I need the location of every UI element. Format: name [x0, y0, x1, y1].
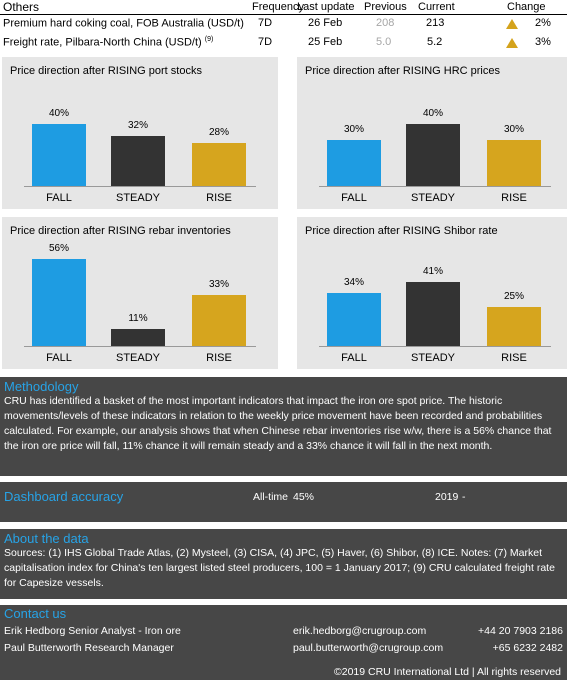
chart-panel: Price direction after RISING HRC prices 3…: [297, 57, 567, 209]
alltime-value: 45%: [293, 491, 315, 503]
chart-baseline: [24, 186, 256, 187]
contact-name: Paul Butterworth Research Manager: [4, 642, 174, 654]
indicator-previous: 208: [376, 17, 395, 29]
category-label: FALL: [46, 192, 72, 204]
contact-email-link[interactable]: paul.butterworth@crugroup.com: [293, 642, 444, 654]
category-label: RISE: [501, 352, 527, 364]
indicator-frequency: 7D: [258, 17, 273, 29]
methodology-title: Methodology: [4, 379, 79, 394]
data-label: 40%: [48, 108, 69, 119]
others-header: Others Frequency Last update Previous Cu…: [0, 0, 567, 15]
category-label: STEADY: [410, 192, 455, 204]
bar-rise: [192, 142, 246, 186]
bar-fall: [32, 259, 86, 346]
about-section: About the data Sources: (1) IHS Global T…: [0, 529, 567, 599]
bar-steady: [111, 328, 165, 346]
bar-steady: [111, 136, 165, 186]
contact-name: Erik Hedborg Senior Analyst - Iron ore: [4, 625, 181, 637]
contact-title: Contact us: [4, 606, 67, 621]
alltime-label: All-time: [253, 491, 289, 503]
col-frequency: Frequency: [252, 1, 304, 13]
data-label: 40%: [422, 108, 443, 119]
bar-fall: [327, 293, 381, 346]
accuracy-title: Dashboard accuracy: [4, 489, 124, 504]
category-label: FALL: [46, 352, 72, 364]
category-label: STEADY: [410, 352, 455, 364]
bar-steady: [406, 282, 460, 346]
copyright: ©2019 CRU International Ltd | All rights…: [334, 666, 561, 678]
chart-panel: Price direction after RISING port stocks…: [2, 57, 278, 209]
indicator-last-update: 25 Feb: [308, 36, 343, 48]
indicator-change: 2%: [535, 17, 551, 29]
col-last-update: Last update: [297, 1, 355, 13]
category-label: STEADY: [115, 352, 160, 364]
col-previous: Previous: [364, 1, 407, 13]
up-triangle-icon: [506, 38, 518, 48]
data-label: 41%: [422, 266, 443, 278]
category-label: STEADY: [115, 192, 160, 204]
category-label: FALL: [341, 352, 367, 364]
data-label: 30%: [343, 123, 364, 135]
category-label: FALL: [341, 192, 367, 204]
table-row: Freight rate, Pilbara-North China (USD/t…: [0, 36, 567, 54]
data-label: 11%: [128, 312, 148, 324]
indicator-last-update: 26 Feb: [308, 17, 343, 29]
indicator-frequency: 7D: [258, 36, 273, 48]
data-label: 30%: [503, 123, 524, 135]
indicator-current: 213: [426, 17, 445, 29]
data-label: 28%: [208, 126, 229, 138]
bar-rise: [487, 307, 541, 346]
others-section-label: Others: [3, 0, 40, 14]
methodology-section: Methodology CRU has identified a basket …: [0, 377, 567, 476]
contact-phone: +44 20 7903 2186: [478, 625, 563, 637]
year-value: -: [462, 491, 466, 503]
indicator-name: Premium hard coking coal, FOB Australia …: [3, 17, 244, 30]
bar-rise: [487, 139, 541, 186]
data-label: 32%: [127, 120, 148, 132]
bar-steady: [406, 124, 460, 186]
data-label: 25%: [503, 291, 524, 303]
indicator-name: Freight rate, Pilbara-North China (USD/t…: [3, 36, 214, 49]
indicator-change: 3%: [535, 36, 551, 48]
chart-title: Price direction after RISING port stocks: [10, 65, 202, 77]
chart-title: Price direction after RISING rebar inven…: [10, 225, 231, 237]
up-triangle-icon: [506, 19, 518, 29]
chart-panel: Price direction after RISING rebar inven…: [2, 217, 278, 369]
chart-title: Price direction after RISING Shibor rate: [305, 225, 498, 237]
bar-fall: [327, 139, 381, 186]
contact-phone: +65 6232 2482: [492, 642, 563, 654]
category-label: RISE: [501, 192, 527, 204]
indicator-current: 5.2: [427, 36, 443, 48]
about-title: About the data: [4, 531, 89, 546]
table-row: Premium hard coking coal, FOB Australia …: [0, 17, 567, 35]
data-label: 34%: [343, 277, 364, 289]
chart-baseline: [319, 186, 551, 187]
chart-title: Price direction after RISING HRC prices: [305, 65, 500, 77]
contact-section: Contact us Erik Hedborg Senior Analyst -…: [0, 605, 567, 680]
col-current: Current: [418, 1, 455, 13]
methodology-text: CRU has identified a basket of the most …: [4, 395, 552, 452]
chart-baseline: [24, 346, 256, 347]
category-label: RISE: [206, 192, 232, 204]
bar-rise: [192, 294, 246, 346]
data-label: 56%: [48, 243, 69, 255]
chart-baseline: [319, 346, 551, 347]
indicator-previous: 5.0: [376, 36, 392, 48]
bar-fall: [32, 124, 86, 186]
accuracy-section: Dashboard accuracy All-time 45% 2019 -: [0, 482, 567, 522]
col-change: Change: [507, 1, 546, 13]
category-label: RISE: [206, 352, 232, 364]
data-label: 33%: [208, 278, 229, 290]
contact-email-link[interactable]: erik.hedborg@crugroup.com: [293, 625, 427, 637]
year-label: 2019: [435, 491, 459, 503]
chart-panel: Price direction after RISING Shibor rate…: [297, 217, 567, 369]
about-text: Sources: (1) IHS Global Trade Atlas, (2)…: [4, 547, 555, 589]
